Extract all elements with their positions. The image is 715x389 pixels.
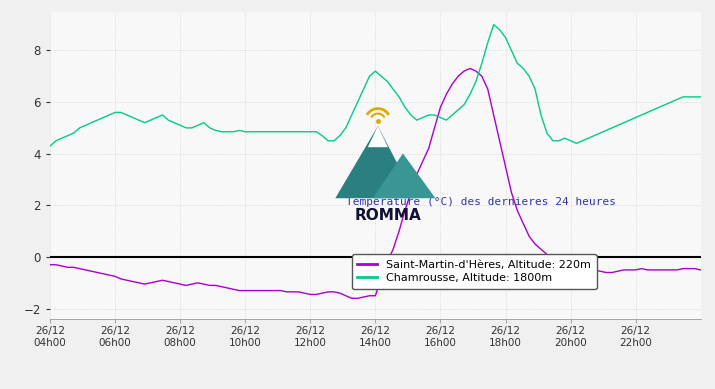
Polygon shape (368, 126, 388, 147)
Polygon shape (335, 126, 415, 198)
Legend: Saint-Martin-d'Hères, Altitude: 220m, Chamrousse, Altitude: 1800m: Saint-Martin-d'Hères, Altitude: 220m, Ch… (352, 254, 596, 289)
Polygon shape (373, 153, 435, 198)
Text: Température (°C) des dernieres 24 heures: Température (°C) des dernieres 24 heures (346, 196, 616, 207)
Text: ROMMA: ROMMA (355, 208, 421, 223)
